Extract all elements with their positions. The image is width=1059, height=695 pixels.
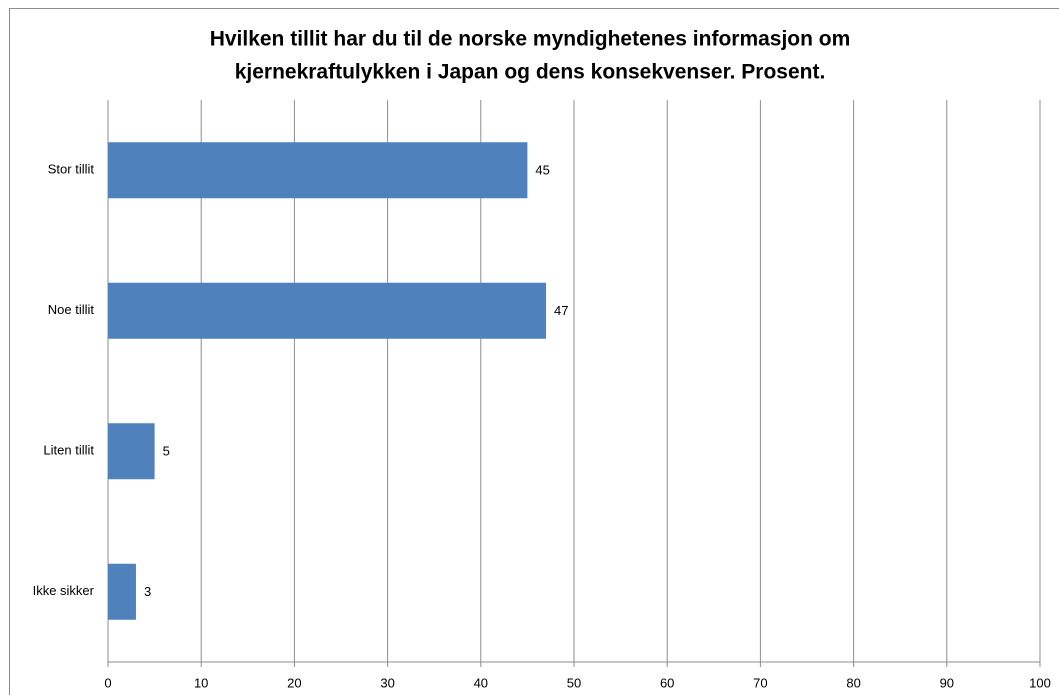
- x-tick-label: 0: [104, 675, 111, 690]
- data-label: 5: [163, 444, 170, 459]
- x-tick-label: 70: [753, 675, 767, 690]
- x-tick-label: 20: [287, 675, 301, 690]
- bar: [108, 563, 136, 620]
- y-tick-label: Noe tillit: [48, 302, 95, 317]
- x-tick-label: 30: [380, 675, 394, 690]
- y-tick-label: Stor tillit: [48, 162, 95, 177]
- data-label: 45: [535, 163, 549, 178]
- bar: [108, 282, 547, 339]
- chart-border: [9, 8, 1059, 695]
- x-tick-label: 40: [474, 675, 488, 690]
- x-tick-label: 80: [846, 675, 860, 690]
- chart-title: Hvilken tillit har du til de norske mynd…: [210, 28, 851, 51]
- bar: [108, 142, 528, 199]
- data-label: 3: [144, 584, 151, 599]
- chart-title: kjernekraftulykken i Japan og dens konse…: [235, 61, 826, 84]
- bar: [108, 423, 155, 480]
- x-tick-label: 10: [194, 675, 208, 690]
- x-tick-label: 100: [1029, 675, 1051, 690]
- data-label: 47: [554, 303, 568, 318]
- y-tick-label: Liten tillit: [43, 443, 94, 458]
- y-tick-label: Ikke sikker: [33, 583, 95, 598]
- x-tick-label: 50: [567, 675, 581, 690]
- x-tick-label: 90: [940, 675, 954, 690]
- x-tick-label: 60: [660, 675, 674, 690]
